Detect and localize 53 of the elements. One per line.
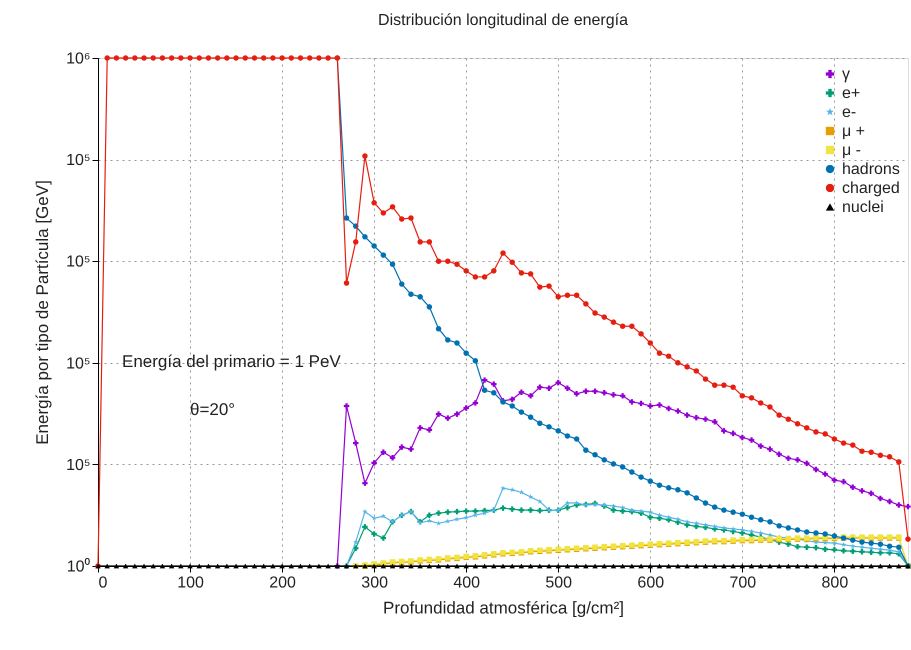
x-tick-label: 0 — [98, 574, 108, 592]
annotation: θ=20° — [190, 400, 236, 419]
x-tick-label: 400 — [453, 574, 480, 592]
point — [610, 503, 616, 508]
legend-label: μ - — [842, 142, 861, 159]
text: 10⁶ — [66, 50, 90, 68]
point — [620, 504, 626, 510]
point — [510, 487, 515, 492]
point — [426, 518, 432, 524]
legend-label: nuclei — [842, 199, 884, 216]
point — [878, 546, 883, 552]
x-tick-label: 100 — [177, 574, 204, 592]
x-tick-label: 300 — [361, 574, 388, 592]
point — [850, 543, 856, 548]
point — [648, 509, 653, 514]
text: 10⁵ — [66, 456, 90, 474]
point — [694, 520, 699, 526]
point — [362, 508, 368, 514]
point — [537, 498, 542, 504]
point — [675, 516, 680, 522]
text: 10⁵ — [66, 254, 90, 271]
x-tick-label: 600 — [637, 574, 664, 592]
point — [380, 513, 386, 518]
x-tick-label: 500 — [545, 574, 572, 592]
point — [528, 494, 534, 500]
legend-label: μ + — [842, 123, 866, 140]
legend-label: γ — [842, 66, 850, 83]
y-axis-title: Energía por tipo de Partícula [GeV] — [33, 180, 52, 445]
chart-title: Distribución longitudinal de energía — [378, 12, 628, 29]
point — [564, 500, 570, 506]
legend-label: e- — [842, 104, 856, 121]
point — [758, 530, 764, 536]
text: 10⁵ — [66, 152, 90, 170]
text: 10⁵ — [66, 355, 90, 372]
x-axis-title: Profundidad atmosférica [g/cm²] — [383, 598, 624, 618]
point — [666, 514, 672, 520]
legend-label: charged — [842, 180, 900, 197]
point — [574, 500, 580, 506]
point — [868, 545, 874, 550]
point — [445, 518, 450, 524]
text: 10⁰ — [66, 558, 90, 576]
point — [730, 526, 736, 532]
legend-label: hadrons — [842, 161, 900, 178]
point — [638, 508, 644, 514]
legend-label: e+ — [842, 85, 860, 102]
point — [353, 539, 358, 544]
x-tick-label: 700 — [729, 574, 756, 592]
x-tick-label: 800 — [822, 574, 848, 592]
point — [859, 544, 865, 550]
annotation: Energía del primario = 1 PeV — [122, 352, 342, 371]
point — [372, 516, 377, 520]
point — [740, 527, 745, 532]
x-tick-label: 200 — [269, 574, 296, 592]
